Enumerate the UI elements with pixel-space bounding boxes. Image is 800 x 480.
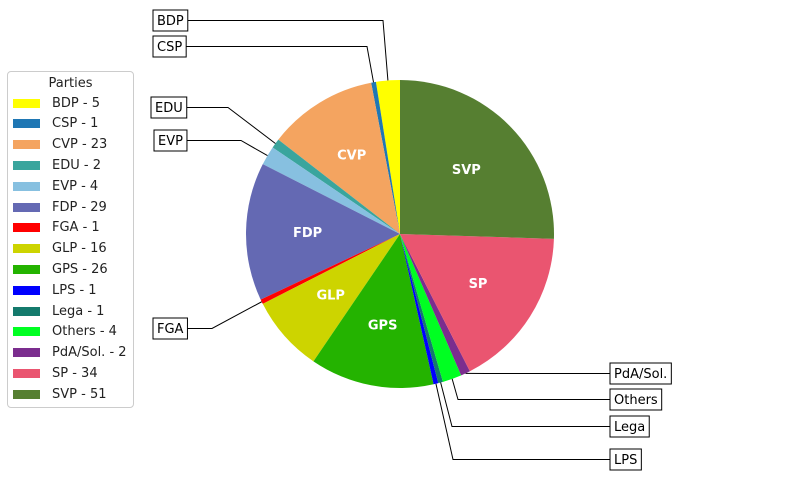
legend-swatch bbox=[13, 99, 40, 108]
callout-label-evp: EVP bbox=[158, 134, 183, 149]
callout-line-bdp bbox=[188, 21, 388, 81]
legend-swatch bbox=[13, 161, 40, 170]
callout-label-edu: EDU bbox=[155, 101, 183, 116]
legend-title: Parties bbox=[8, 75, 133, 93]
callout-label-csp: CSP bbox=[157, 40, 182, 55]
legend-swatch bbox=[13, 203, 40, 212]
legend-label: LPS - 1 bbox=[52, 283, 97, 298]
callout-label-bdp: BDP bbox=[157, 14, 184, 29]
legend-item-edu: EDU - 2 bbox=[13, 156, 101, 174]
legend-label: PdA/Sol. - 2 bbox=[52, 345, 127, 360]
legend-item-others: Others - 4 bbox=[13, 323, 117, 341]
legend-label: FDP - 29 bbox=[52, 200, 107, 215]
slice-label-svp: SVP bbox=[452, 163, 481, 178]
legend-item-fga: FGA - 1 bbox=[13, 219, 100, 237]
legend-swatch bbox=[13, 348, 40, 357]
callout-line-evp bbox=[187, 141, 267, 156]
legend-item-gps: GPS - 26 bbox=[13, 260, 108, 278]
callout-label-fga: FGA bbox=[157, 322, 184, 337]
callout-label-pda-sol: PdA/Sol. bbox=[614, 367, 667, 382]
legend-label: EDU - 2 bbox=[52, 158, 101, 173]
legend-item-pda-sol: PdA/Sol. - 2 bbox=[13, 344, 127, 362]
legend-swatch bbox=[13, 286, 40, 295]
callout-label-lega: Lega bbox=[614, 420, 645, 435]
legend-label: GLP - 16 bbox=[52, 241, 107, 256]
legend-swatch bbox=[13, 244, 40, 253]
legend-swatch bbox=[13, 265, 40, 274]
callout-label-others: Others bbox=[614, 393, 658, 408]
legend-label: BDP - 5 bbox=[52, 96, 100, 111]
legend-label: SVP - 51 bbox=[52, 387, 106, 402]
pie-slice-svp bbox=[400, 80, 554, 239]
legend-label: SP - 34 bbox=[52, 366, 98, 381]
legend-item-svp: SVP - 51 bbox=[13, 385, 106, 403]
slice-label-sp: SP bbox=[469, 277, 488, 292]
legend-label: CSP - 1 bbox=[52, 116, 98, 131]
slice-label-cvp: CVP bbox=[337, 149, 366, 164]
legend-label: EVP - 4 bbox=[52, 179, 98, 194]
callout-line-lps bbox=[436, 384, 610, 460]
slice-label-glp: GLP bbox=[316, 289, 344, 304]
legend-item-sp: SP - 34 bbox=[13, 364, 98, 382]
slice-label-gps: GPS bbox=[368, 318, 398, 333]
legend-swatch bbox=[13, 307, 40, 316]
callout-line-csp bbox=[186, 47, 373, 83]
legend-swatch bbox=[13, 119, 40, 128]
legend-label: GPS - 26 bbox=[52, 262, 108, 277]
legend-swatch bbox=[13, 182, 40, 191]
legend-item-fdp: FDP - 29 bbox=[13, 198, 107, 216]
callout-line-others bbox=[452, 379, 610, 400]
legend-label: Others - 4 bbox=[52, 324, 117, 339]
legend-swatch bbox=[13, 327, 40, 336]
legend-item-evp: EVP - 4 bbox=[13, 177, 98, 195]
legend-item-bdp: BDP - 5 bbox=[13, 94, 100, 112]
legend-label: FGA - 1 bbox=[52, 220, 100, 235]
legend: Parties BDP - 5 CSP - 1 CVP - 23 EDU - 2 EVP… bbox=[7, 71, 134, 408]
legend-item-lps: LPS - 1 bbox=[13, 281, 97, 299]
legend-swatch bbox=[13, 140, 40, 149]
legend-item-glp: GLP - 16 bbox=[13, 240, 107, 258]
legend-item-lega: Lega - 1 bbox=[13, 302, 104, 320]
callout-line-edu bbox=[187, 108, 276, 144]
legend-item-cvp: CVP - 23 bbox=[13, 136, 107, 154]
legend-label: Lega - 1 bbox=[52, 304, 104, 319]
slice-label-fdp: FDP bbox=[293, 226, 322, 241]
callout-line-lega bbox=[441, 383, 610, 427]
legend-swatch bbox=[13, 369, 40, 378]
legend-swatch bbox=[13, 223, 40, 232]
callout-label-lps: LPS bbox=[614, 453, 637, 468]
legend-label: CVP - 23 bbox=[52, 137, 107, 152]
legend-swatch bbox=[13, 390, 40, 399]
legend-item-csp: CSP - 1 bbox=[13, 115, 98, 133]
callout-line-fga bbox=[187, 302, 261, 329]
